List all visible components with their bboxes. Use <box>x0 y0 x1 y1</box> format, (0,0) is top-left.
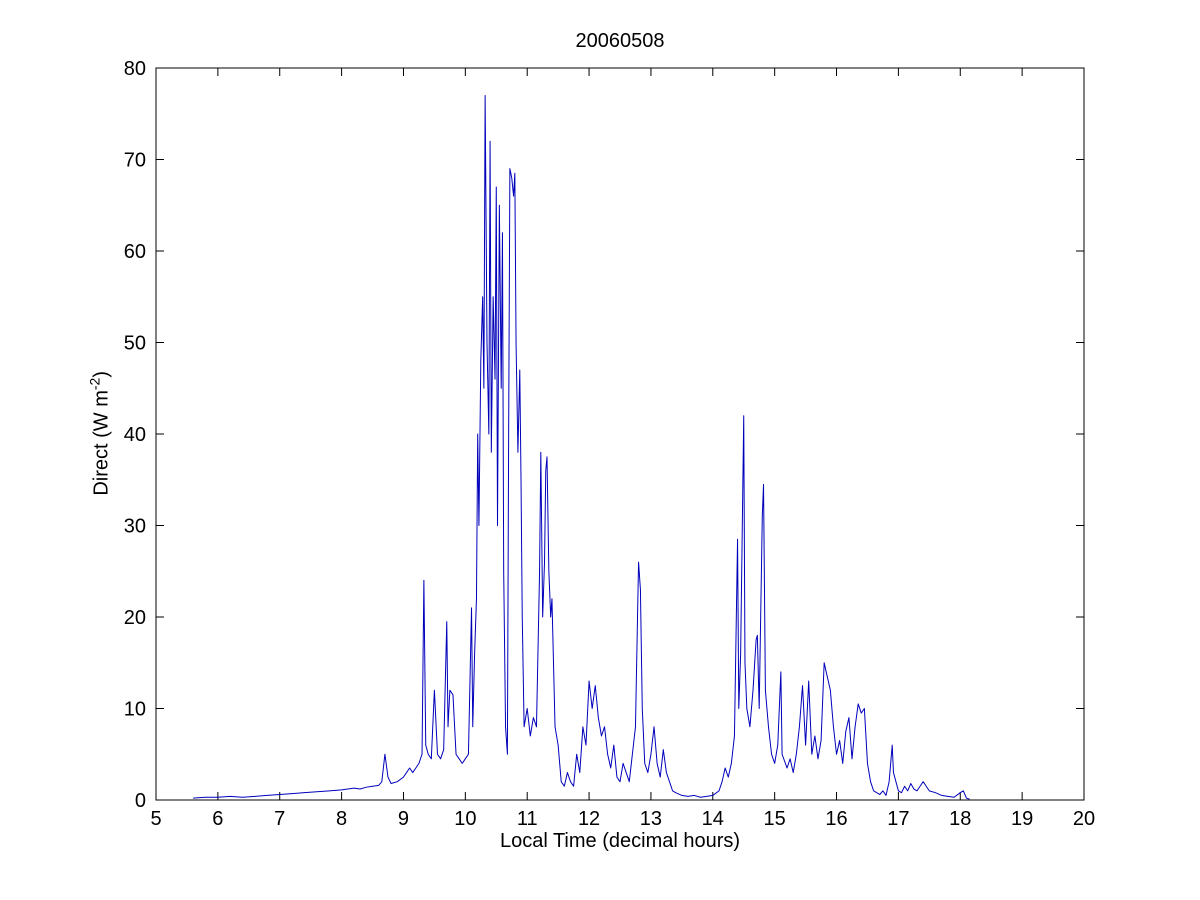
x-tick-label: 18 <box>949 808 971 830</box>
y-tick-label: 60 <box>124 241 146 263</box>
x-tick-label: 11 <box>517 808 538 830</box>
x-tick-label: 20 <box>1073 808 1095 830</box>
x-tick-label: 17 <box>887 808 909 830</box>
x-tick-label: 13 <box>640 808 662 830</box>
x-tick-label: 5 <box>150 808 161 830</box>
y-tick-label: 80 <box>124 58 146 80</box>
x-tick-label: 9 <box>398 808 409 830</box>
x-tick-label: 7 <box>274 808 285 830</box>
x-tick-label: 8 <box>336 808 347 830</box>
y-tick-label: 0 <box>135 790 146 812</box>
x-tick-label: 19 <box>1011 808 1033 830</box>
plot-title: 20060508 <box>575 30 665 52</box>
y-tick-label: 50 <box>124 333 146 355</box>
x-tick-label: 6 <box>212 808 223 830</box>
x-tick-label: 14 <box>702 808 724 830</box>
y-tick-label: 40 <box>124 424 146 446</box>
x-tick-label: 12 <box>578 808 600 830</box>
y-tick-label: 70 <box>124 150 146 172</box>
y-tick-label: 10 <box>124 699 146 721</box>
y-tick-label: 20 <box>124 607 146 629</box>
x-tick-label: 10 <box>454 808 476 830</box>
x-axis-label: Local Time (decimal hours) <box>499 830 741 852</box>
y-tick-label: 30 <box>124 516 146 538</box>
data-line <box>193 94 970 800</box>
x-tick-label: 16 <box>825 808 847 830</box>
x-tick-label: 15 <box>764 808 786 830</box>
axes-box <box>155 67 1085 801</box>
